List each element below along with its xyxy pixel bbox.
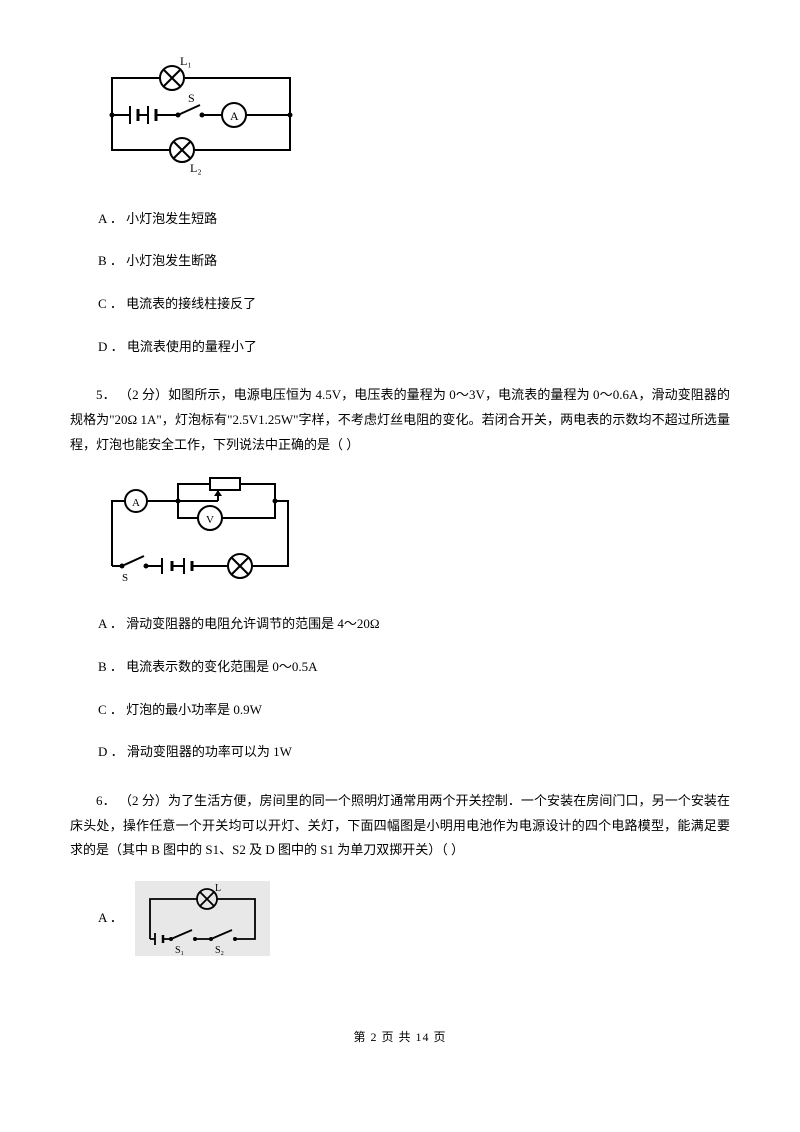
q5-option-c: C ． 灯泡的最小功率是 0.9W xyxy=(98,698,730,723)
s1-label: S₁ xyxy=(175,945,184,956)
lamp1-label: L₁ xyxy=(180,54,192,68)
q5-circuit-diagram: A V S xyxy=(100,476,730,595)
ammeter-label: A xyxy=(230,109,239,123)
switch-label: S xyxy=(188,91,195,105)
q5-option-b: B ． 电流表示数的变化范围是 0～0.5A xyxy=(98,655,730,680)
switch-label: S xyxy=(122,572,128,584)
ammeter-label: A xyxy=(132,497,140,509)
q4-option-c: C ． 电流表的接线柱接反了 xyxy=(98,292,730,317)
q4-option-d: D ． 电流表使用的量程小了 xyxy=(98,335,730,360)
voltmeter-label: V xyxy=(206,514,214,526)
q5-option-d: D ． 滑动变阻器的功率可以为 1W xyxy=(98,740,730,765)
q5-text: 5． （2 分）如图所示，电源电压恒为 4.5V，电压表的量程为 0～3V，电流… xyxy=(70,383,730,457)
q5-option-a: A ． 滑动变阻器的电阻允许调节的范围是 4～20Ω xyxy=(98,612,730,637)
q4-option-a: A ． 小灯泡发生短路 xyxy=(98,207,730,232)
q6-text: 6． （2 分）为了生活方便，房间里的同一个照明灯通常用两个开关控制．一个安装在… xyxy=(70,789,730,863)
circuit-2: A V S xyxy=(112,478,288,584)
q4-circuit-diagram: S A L₁ L₂ xyxy=(100,50,730,189)
circuit-1: S A L₁ L₂ xyxy=(110,54,293,175)
s2-label: S₂ xyxy=(215,945,224,956)
lamp2-label: L₂ xyxy=(190,161,202,175)
q6-option-a-label: A ． xyxy=(98,906,123,931)
q4-option-b: B ． 小灯泡发生断路 xyxy=(98,249,730,274)
q6-circuit-a: L S₁ S₂ xyxy=(135,881,270,956)
q6-option-a: A ． L S₁ xyxy=(98,881,730,956)
page-footer: 第 2 页 共 14 页 xyxy=(70,1026,730,1049)
lamp-label: L xyxy=(215,883,221,894)
